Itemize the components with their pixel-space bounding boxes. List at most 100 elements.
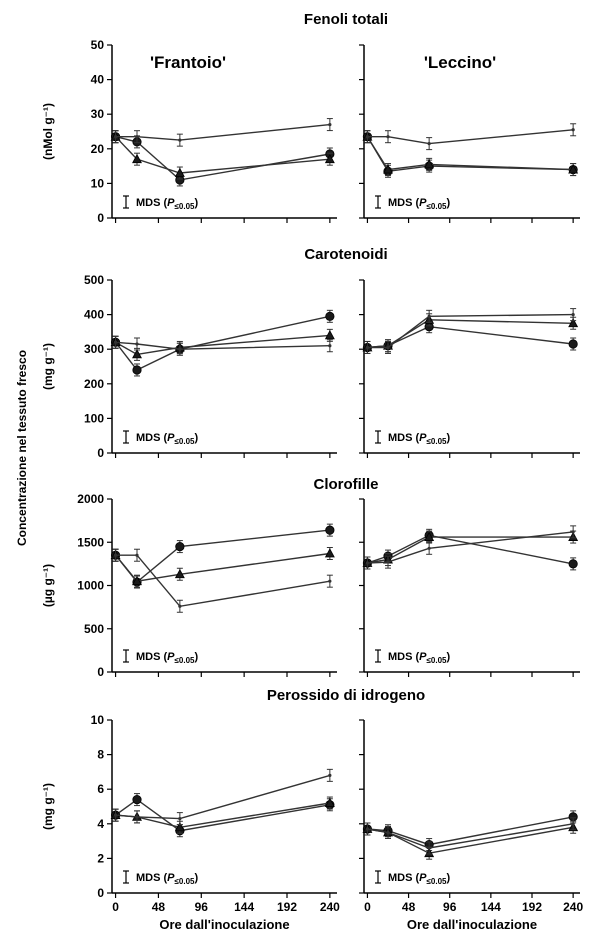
x-tick-label: 192 — [522, 900, 542, 914]
x-tick-label: 96 — [443, 900, 457, 914]
y-tick-label: 0 — [97, 446, 104, 460]
series-line-triangle — [115, 334, 330, 356]
y-tick-label: 40 — [91, 73, 105, 87]
y-tick-label: 50 — [91, 38, 105, 52]
series-line-triangle — [115, 552, 330, 582]
data-point-open — [427, 546, 431, 550]
data-point-open — [571, 530, 575, 534]
panel-leccino: MDS (P≤0.05) — [359, 279, 580, 458]
series-line-open — [367, 129, 574, 145]
y-tick-label: 0 — [97, 886, 104, 900]
data-point-triangle — [174, 568, 185, 579]
series-line-triangle — [115, 136, 330, 174]
x-tick-label: 96 — [195, 900, 209, 914]
y-tick-label: 400 — [84, 308, 104, 322]
data-point-open — [571, 313, 575, 317]
data-point-open — [386, 560, 390, 564]
chart-title: Clorofille — [313, 476, 378, 493]
panel-frantoio: 0 2 4 6 8 10 0 48 96 144 192 240 Ore dall'inoculazio… — [91, 713, 341, 932]
series-line-triangle — [367, 319, 574, 349]
data-point-triangle — [324, 548, 335, 558]
data-point-triangle — [132, 575, 142, 586]
series-line-circle — [115, 529, 330, 583]
x-tick-label: 144 — [234, 900, 254, 914]
data-point-triangle — [568, 164, 579, 174]
series-line-triangle — [366, 136, 574, 171]
mds-label: MDS (P≤0.05) — [136, 872, 198, 886]
y-tick-label: 200 — [84, 377, 104, 391]
y-axis-label: (µg g⁻¹) — [41, 564, 55, 607]
y-tick-label: 100 — [84, 411, 104, 425]
y-tick-label: 1000 — [77, 579, 104, 593]
data-point-triangle — [383, 164, 393, 174]
x-axis-label: Ore dall'inoculazione — [407, 917, 537, 932]
data-point-open — [178, 347, 182, 351]
series-line-open — [367, 313, 574, 349]
data-point-triangle — [324, 797, 335, 807]
series-line-circle — [115, 136, 331, 181]
mds-label: MDS (P≤0.05) — [388, 651, 450, 665]
y-tick-label: 500 — [84, 622, 104, 636]
y-tick-label: 4 — [97, 817, 104, 831]
chart-title: Fenoli totali — [304, 11, 388, 28]
x-tick-label: 144 — [481, 900, 501, 914]
data-point-open — [365, 827, 370, 831]
y-axis-label: (mg g⁻¹) — [41, 783, 55, 830]
mds-label: MDS (P≤0.05) — [388, 872, 450, 886]
chart-title: Carotenoidi — [304, 246, 387, 263]
data-point-open — [571, 822, 575, 826]
x-tick-label: 0 — [364, 900, 371, 914]
data-point-open — [427, 314, 431, 318]
data-point-triangle — [324, 153, 335, 164]
data-point-open — [113, 813, 118, 817]
panel-frantoio: 0 10 20 30 40 50 'Frantoio' MDS (P≤0.05) — [91, 38, 337, 225]
panel-frantoio: 0 500 1000 1500 2000 MDS (P≤0.05) — [77, 492, 337, 679]
series-line-open — [115, 123, 330, 141]
panel-leccino: MDS (P≤0.05) — [359, 498, 580, 677]
data-point-circle — [132, 365, 142, 375]
x-tick-label: 192 — [277, 900, 297, 914]
y-tick-label: 1500 — [77, 535, 104, 549]
data-point-open — [113, 553, 118, 557]
data-point-open — [113, 135, 118, 139]
series-line-circle — [367, 816, 574, 846]
data-point-circle — [568, 339, 578, 349]
cultivar-label: 'Frantoio' — [150, 53, 226, 72]
data-point-circle — [325, 311, 335, 321]
data-point-circle — [325, 525, 335, 535]
data-point-open — [328, 773, 332, 777]
y-tick-label: 0 — [97, 211, 104, 225]
data-point-open — [178, 817, 182, 821]
y-tick-label: 30 — [91, 107, 105, 121]
data-point-triangle — [424, 531, 435, 541]
series-line-open — [115, 554, 331, 608]
data-point-open — [135, 135, 139, 139]
series-line-open — [115, 774, 331, 820]
data-point-open — [365, 561, 370, 565]
y-tick-label: 0 — [97, 665, 104, 679]
data-point-triangle — [174, 821, 185, 832]
data-point-circle — [132, 794, 142, 805]
data-point-triangle — [324, 330, 335, 340]
y-tick-label: 8 — [97, 748, 104, 762]
mds-label: MDS (P≤0.05) — [136, 197, 198, 211]
y-axis-main-label: Concentrazione nel tessuto fresco — [15, 350, 29, 546]
y-axis-label: (mg g⁻¹) — [41, 343, 55, 390]
x-axis-label: Ore dall'inoculazione — [159, 917, 289, 932]
data-point-open — [328, 344, 332, 348]
data-point-open — [571, 128, 575, 132]
y-axis-label: (nMol g⁻¹) — [41, 103, 55, 160]
chart-title: Perossido di idrogeno — [267, 687, 425, 704]
data-point-open — [328, 579, 332, 583]
data-point-open — [427, 142, 431, 146]
data-point-open — [386, 345, 390, 350]
y-tick-label: 300 — [84, 342, 104, 356]
data-point-open — [178, 138, 182, 142]
data-point-circle — [175, 541, 185, 552]
data-point-open — [135, 342, 139, 346]
series-line-triangle — [367, 826, 574, 854]
x-tick-label: 240 — [563, 900, 583, 914]
panel-leccino: 'Leccino' MDS (P≤0.05) — [359, 44, 580, 223]
series-line-open — [115, 341, 330, 350]
